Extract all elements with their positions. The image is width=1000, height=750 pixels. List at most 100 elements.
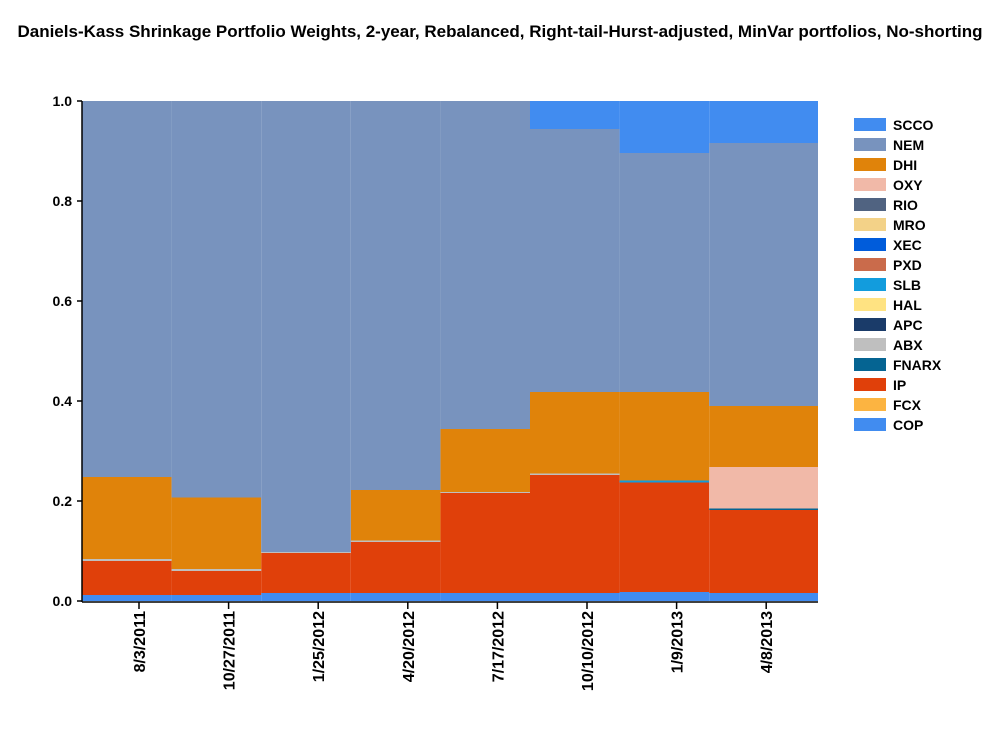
area-segment-nem-5 — [530, 129, 620, 392]
area-segment-nem-3 — [350, 101, 441, 490]
area-segment-dhi-7 — [709, 406, 818, 467]
area-segment-nem-1 — [171, 101, 262, 498]
x-tick-label: 1/25/2012 — [311, 611, 328, 682]
chart-title: Daniels-Kass Shrinkage Portfolio Weights… — [17, 22, 983, 41]
area-segment-nem-0 — [82, 101, 172, 477]
legend-item-fnarx[interactable]: FNARX — [854, 357, 942, 373]
area-segment-dhi-3 — [350, 490, 441, 541]
area-segment-cop-5 — [530, 593, 620, 601]
x-tick-label: 8/3/2011 — [132, 611, 149, 673]
legend-item-apc[interactable]: APC — [854, 317, 923, 333]
legend-swatch — [854, 218, 886, 231]
legend-item-hal[interactable]: HAL — [854, 297, 922, 313]
legend-label: SLB — [893, 277, 921, 293]
y-tick-label: 0.0 — [53, 593, 73, 609]
area-segment-ip-3 — [350, 542, 441, 593]
legend-label: DHI — [893, 157, 917, 173]
legend-label: FNARX — [893, 357, 942, 373]
legend-label: NEM — [893, 137, 924, 153]
area-segment-nem-7 — [709, 143, 818, 406]
legend-item-fcx[interactable]: FCX — [854, 397, 922, 413]
legend-label: XEC — [893, 237, 922, 253]
legend-item-oxy[interactable]: OXY — [854, 177, 923, 193]
area-segment-dhi-6 — [619, 392, 710, 481]
legend-swatch — [854, 198, 886, 211]
area-segment-scco-6 — [619, 101, 710, 153]
legend-item-mro[interactable]: MRO — [854, 217, 926, 233]
area-segment-dhi-0 — [82, 477, 172, 559]
legend-item-dhi[interactable]: DHI — [854, 157, 917, 173]
area-segment-ip-4 — [440, 493, 530, 593]
legend-label: MRO — [893, 217, 926, 233]
y-tick-label: 0.6 — [53, 293, 73, 309]
area-segment-ip-1 — [171, 571, 262, 595]
x-tick-label: 1/9/2013 — [670, 611, 687, 673]
legend-swatch — [854, 158, 886, 171]
legend-item-xec[interactable]: XEC — [854, 237, 922, 253]
area-segment-dhi-4 — [440, 429, 530, 492]
legend-label: HAL — [893, 297, 922, 313]
area-segment-dhi-5 — [530, 392, 620, 474]
area-segment-cop-2 — [261, 593, 351, 601]
area-segment-ip-6 — [619, 482, 710, 592]
area-segment-abx-0 — [82, 559, 172, 561]
legend-swatch — [854, 398, 886, 411]
area-segment-cop-4 — [440, 593, 530, 601]
area-segment-cop-7 — [709, 593, 818, 601]
area-segment-ip-0 — [82, 561, 172, 595]
legend-swatch — [854, 418, 886, 431]
legend-label: COP — [893, 417, 923, 433]
legend-item-ip[interactable]: IP — [854, 377, 906, 393]
legend-item-scco[interactable]: SCCO — [854, 117, 934, 133]
area-segment-abx-5 — [530, 473, 620, 475]
legend-swatch — [854, 358, 886, 371]
legend-swatch — [854, 298, 886, 311]
legend-item-abx[interactable]: ABX — [854, 337, 923, 353]
y-tick-label: 1.0 — [53, 93, 73, 109]
area-segment-cop-6 — [619, 592, 710, 601]
legend-label: OXY — [893, 177, 923, 193]
area-segment-cop-3 — [350, 593, 441, 601]
legend-swatch — [854, 138, 886, 151]
y-tick-label: 0.8 — [53, 193, 73, 209]
area-segment-slb-6 — [619, 480, 710, 483]
legend-label: RIO — [893, 197, 918, 213]
legend-item-nem[interactable]: NEM — [854, 137, 924, 153]
x-tick-label: 7/17/2012 — [490, 611, 507, 682]
area-segment-ip-7 — [709, 510, 818, 593]
legend-label: IP — [893, 377, 906, 393]
area-segment-cop-0 — [82, 595, 172, 601]
area-segment-fnarx-7 — [709, 508, 818, 510]
legend-swatch — [854, 338, 886, 351]
legend-label: PXD — [893, 257, 922, 273]
y-tick-label: 0.2 — [53, 493, 73, 509]
legend-label: APC — [893, 317, 923, 333]
legend-swatch — [854, 238, 886, 251]
area-segment-oxy-7 — [709, 467, 818, 509]
axes: 0.0 0.2 0.4 0.6 0.8 1.0 8/3/2011 10/27/2011 1/25… — [53, 93, 818, 691]
x-tick-label: 4/20/2012 — [401, 611, 418, 682]
area-layers — [82, 101, 818, 601]
area-segment-ip-2 — [261, 553, 351, 593]
area-segment-scco-5 — [530, 101, 620, 129]
area-segment-abx-2 — [261, 552, 351, 553]
area-segment-dhi-1 — [171, 497, 262, 569]
area-segment-nem-2 — [261, 101, 351, 552]
x-tick-label: 4/8/2013 — [759, 611, 776, 673]
legend-label: FCX — [893, 397, 922, 413]
area-segment-ip-5 — [530, 475, 620, 593]
legend-label: SCCO — [893, 117, 934, 133]
legend-swatch — [854, 258, 886, 271]
area-segment-abx-3 — [350, 540, 441, 542]
legend-item-cop[interactable]: COP — [854, 417, 923, 433]
legend-item-rio[interactable]: RIO — [854, 197, 918, 213]
area-segment-cop-1 — [171, 595, 262, 601]
legend-label: ABX — [893, 337, 923, 353]
y-tick-label: 0.4 — [53, 393, 73, 409]
legend-item-pxd[interactable]: PXD — [854, 257, 922, 273]
legend-swatch — [854, 118, 886, 131]
legend-item-slb[interactable]: SLB — [854, 277, 921, 293]
area-segment-abx-1 — [171, 569, 262, 571]
x-tick-label: 10/10/2012 — [580, 611, 597, 691]
